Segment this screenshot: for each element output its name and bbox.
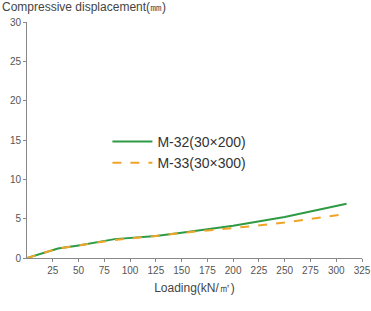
svg-text:20: 20	[10, 95, 22, 106]
svg-text:125: 125	[148, 265, 165, 276]
svg-text:225: 225	[251, 265, 268, 276]
svg-text:0: 0	[15, 253, 21, 264]
svg-text:10: 10	[10, 174, 22, 185]
svg-text:75: 75	[99, 265, 111, 276]
svg-text:15: 15	[10, 135, 22, 146]
svg-text:100: 100	[122, 265, 139, 276]
svg-text:250: 250	[276, 265, 293, 276]
svg-text:300: 300	[328, 265, 345, 276]
svg-text:150: 150	[173, 265, 190, 276]
svg-text:200: 200	[225, 265, 242, 276]
svg-text:275: 275	[302, 265, 319, 276]
svg-text:Compressive displacement(㎜): Compressive displacement(㎜)	[2, 0, 166, 14]
svg-text:50: 50	[73, 265, 85, 276]
svg-text:M-32(30×200): M-32(30×200)	[157, 134, 245, 150]
svg-text:325: 325	[354, 265, 371, 276]
svg-text:30: 30	[10, 17, 22, 28]
svg-text:25: 25	[47, 265, 59, 276]
svg-text:175: 175	[199, 265, 216, 276]
svg-text:Loading(kN/㎡): Loading(kN/㎡)	[154, 281, 235, 295]
svg-text:5: 5	[15, 213, 21, 224]
svg-text:25: 25	[10, 56, 22, 67]
svg-text:M-33(30×300): M-33(30×300)	[157, 155, 245, 171]
